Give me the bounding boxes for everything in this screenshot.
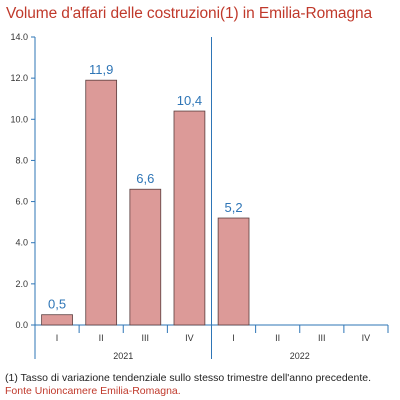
x-tick-label: IV [185, 333, 194, 343]
y-tick-label: 14.0 [10, 32, 28, 42]
source-note: Fonte Unioncamere Emilia-Romagna. [5, 385, 181, 397]
y-tick-label: 4.0 [15, 238, 28, 248]
y-tick-label: 8.0 [15, 155, 28, 165]
y-tick-label: 6.0 [15, 197, 28, 207]
chart-title: Volume d'affari delle costruzioni(1) in … [6, 5, 373, 22]
data-label: 11,9 [89, 62, 113, 77]
x-tick-label: II [99, 333, 104, 343]
data-label: 6,6 [136, 171, 154, 186]
bar [129, 188, 162, 326]
x-tick-label: III [142, 333, 150, 343]
x-tick-label: II [275, 333, 280, 343]
data-label: 10,4 [177, 93, 202, 108]
y-tick-label: 10.0 [10, 114, 28, 124]
y-tick-label: 0.0 [15, 320, 28, 330]
x-tick-label: I [56, 333, 59, 343]
x-tick-label: I [232, 333, 235, 343]
x-tick-label: IV [362, 333, 371, 343]
bar [173, 110, 206, 326]
data-label: 0,5 [48, 297, 66, 312]
footnote: (1) Tasso di variazione tendenziale sull… [5, 372, 372, 384]
y-tick-label: 2.0 [15, 279, 28, 289]
x-tick-label: III [318, 333, 326, 343]
x-group-label: 2022 [290, 351, 310, 361]
x-group-label: 2021 [113, 351, 133, 361]
data-label: 5,2 [225, 200, 243, 215]
bar [85, 79, 118, 326]
y-tick-label: 12.0 [10, 73, 28, 83]
bar [41, 314, 73, 326]
bar [217, 217, 250, 326]
